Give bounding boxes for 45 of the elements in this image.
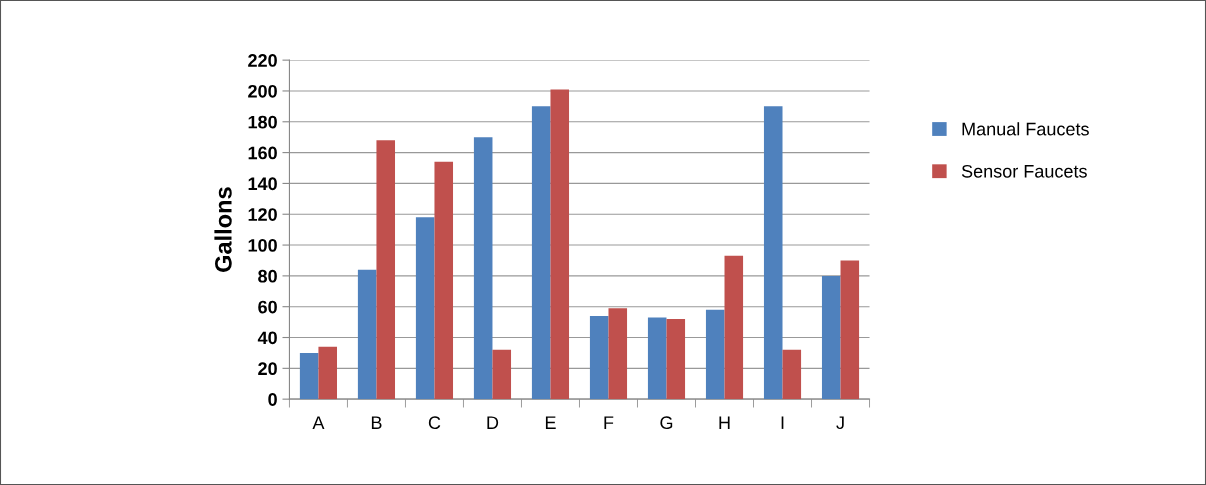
bar [705, 309, 725, 400]
x-tick-label: G [660, 416, 673, 430]
y-tick-label: 160 [248, 146, 277, 160]
bar [724, 255, 744, 400]
bar [840, 260, 860, 400]
bar [531, 106, 551, 400]
bar [589, 315, 609, 400]
y-tick-label: 100 [248, 238, 277, 252]
x-tick-label: A [312, 416, 325, 429]
bar [376, 140, 396, 400]
y-tick-label: 120 [248, 208, 277, 221]
bar [763, 106, 783, 400]
y-tick-label: 0 [268, 393, 277, 406]
bar [821, 275, 841, 400]
bar [415, 217, 435, 400]
x-tick-label: D [487, 416, 499, 429]
y-tick-label: 220 [248, 54, 277, 67]
x-tick-label: B [371, 416, 382, 429]
bar [550, 89, 570, 400]
bar [782, 349, 802, 400]
legend-label: Manual Faucets [962, 122, 1089, 136]
bar [299, 352, 319, 400]
x-tick-label: H [719, 416, 730, 429]
bar [473, 137, 493, 400]
y-tick-label: 140 [248, 177, 277, 191]
bar [357, 269, 377, 400]
y-tick-label: 40 [257, 331, 277, 345]
bar [492, 349, 512, 400]
bar [434, 161, 454, 400]
y-tick-label: 20 [258, 362, 277, 376]
y-tick-label: 180 [248, 115, 277, 129]
bar [647, 317, 667, 400]
x-tick-label: J [836, 416, 844, 430]
x-tick-label: I [781, 416, 784, 429]
x-tick-label: F [604, 416, 614, 429]
y-tick-label: 60 [258, 300, 277, 314]
bar [608, 308, 628, 400]
legend-label: Sensor Faucets [961, 164, 1087, 178]
y-tick-label: 200 [248, 84, 277, 98]
x-tick-label: E [545, 416, 556, 429]
x-tick-label: C [428, 416, 441, 430]
y-axis-title: Gallons [214, 187, 232, 272]
bar [666, 319, 686, 400]
bar [318, 346, 338, 400]
y-tick-label: 80 [258, 269, 277, 283]
